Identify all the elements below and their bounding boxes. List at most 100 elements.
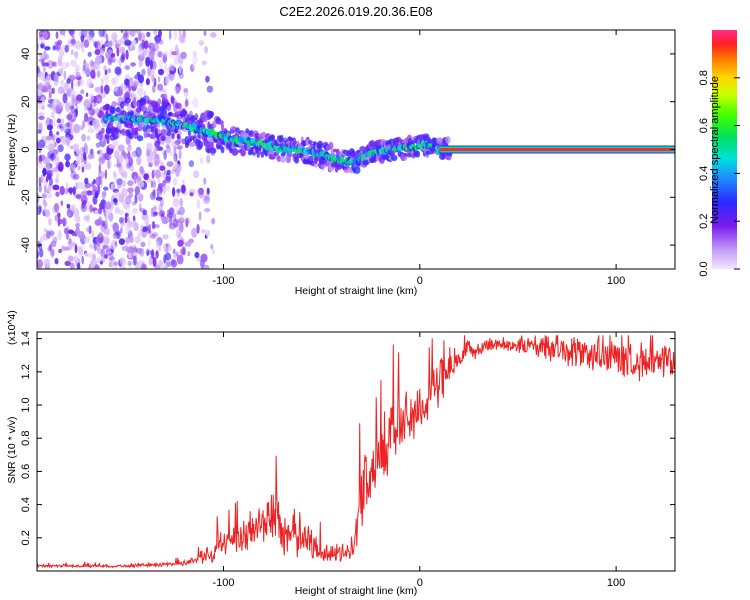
heatmap-ridge-halo <box>176 133 181 139</box>
heatmap-noise-cell <box>170 96 175 104</box>
heatmap-noise-cell <box>94 242 97 252</box>
heatmap-noise-cell <box>149 156 156 165</box>
heatmap-noise-cell <box>82 65 86 71</box>
heatmap-noise-cell <box>120 30 124 33</box>
heatmap-noise-cell <box>129 79 135 87</box>
heatmap-noise-cell <box>50 112 55 118</box>
heatmap-noise-cell <box>70 39 77 45</box>
heatmap-noise-cell <box>87 127 95 134</box>
heatmap-noise-cell <box>38 184 42 193</box>
heatmap-ridge-halo <box>232 150 237 154</box>
heatmap-noise-cell <box>140 241 146 247</box>
heatmap-ridge-halo <box>328 141 334 150</box>
heatmap-noise-cell <box>50 169 54 177</box>
heatmap-noise-cell <box>165 172 171 182</box>
heatmap-noise-cell <box>105 50 111 59</box>
heatmap-noise-cell <box>155 196 163 201</box>
heatmap-noise-cell <box>119 258 127 267</box>
heatmap-noise-cell <box>87 30 93 35</box>
heatmap-ridge-halo <box>161 135 166 142</box>
heatmap-noise-cell <box>87 51 92 58</box>
heatmap-noise-cell <box>137 236 143 245</box>
heatmap-noise-cell <box>60 62 68 70</box>
heatmap-noise-cell <box>68 255 74 263</box>
heatmap-noise-cell <box>110 239 118 250</box>
heatmap-noise-cell <box>97 131 103 141</box>
heatmap-noise-cell <box>90 69 96 79</box>
heatmap-ridge-halo <box>124 97 131 104</box>
heatmap-ridge-halo <box>194 114 199 119</box>
heatmap-noise-cell <box>86 135 91 141</box>
snr-xtick-label: 0 <box>417 577 423 589</box>
heatmap-noise-cell <box>96 256 104 262</box>
heatmap-noise-cell <box>144 218 150 225</box>
heatmap-noise-cell <box>155 240 160 248</box>
heatmap-noise-cell <box>200 262 204 269</box>
heatmap-noise-cell <box>147 49 151 55</box>
heatmap-noise-cell <box>37 66 40 74</box>
heatmap-noise-cell <box>47 246 52 252</box>
heatmap-noise-cell <box>100 49 104 57</box>
snr-ytick-label: 1.0 <box>20 397 32 412</box>
heatmap-noise-cell <box>52 61 58 68</box>
heatmap-ridge-halo <box>104 134 110 139</box>
heatmap-noise-cell <box>77 181 84 190</box>
heatmap-noise-cell <box>76 262 81 269</box>
heatmap-ridge-halo <box>167 112 174 117</box>
heatmap-noise-cell <box>73 255 79 263</box>
heatmap-noise-cell <box>104 213 108 221</box>
heatmap-noise-cell <box>69 262 75 269</box>
colorbar-tick-label: 0.8 <box>698 70 710 85</box>
heatmap-noise-cell <box>118 209 124 215</box>
heatmap-noise-cell <box>124 39 132 46</box>
heatmap-noise-cell <box>88 107 96 116</box>
heatmap-noise-cell <box>117 144 125 152</box>
heatmap-noise-cell <box>55 191 60 197</box>
heatmap-noise-cell <box>116 88 123 97</box>
heatmap-noise-cell <box>69 204 77 212</box>
heatmap-noise-cell <box>152 192 156 201</box>
heatmap-noise-cell <box>51 103 56 109</box>
heatmap-noise-cell <box>69 90 77 101</box>
colorbar-tick-label: 0.6 <box>698 118 710 133</box>
heatmap-noise-cell <box>146 142 153 153</box>
heatmap-noise-cell <box>84 162 92 171</box>
heatmap-noise-cell <box>104 247 111 255</box>
heatmap-noise-cell <box>64 81 69 91</box>
heatmap-noise-cell <box>75 223 80 228</box>
heatmap-noise-cell <box>176 145 183 150</box>
heatmap-noise-cell <box>39 248 44 258</box>
heatmap-noise-cell <box>181 184 186 194</box>
heatmap-noise-cell <box>95 132 99 139</box>
heatmap-noise-cell <box>138 260 142 269</box>
heatmap-noise-cell <box>122 32 129 40</box>
heatmap-noise-cell <box>45 187 52 193</box>
heatmap-noise-cell <box>112 170 116 178</box>
heatmap-noise-cell <box>44 46 51 51</box>
heatmap-noise-cell <box>164 89 168 100</box>
heatmap-noise-cell <box>138 193 144 202</box>
heatmap-noise-cell <box>37 112 45 117</box>
heatmap-noise-cell <box>118 162 122 171</box>
heatmap-noise-cell <box>51 61 57 67</box>
heatmap-noise-cell <box>120 54 125 63</box>
heatmap-noise-cell <box>164 252 172 261</box>
heatmap-noise-cell <box>145 78 150 86</box>
heatmap-noise-cell <box>54 258 59 265</box>
heatmap-noise-cell <box>55 41 61 52</box>
heatmap-noise-cell <box>70 99 77 106</box>
heatmap-noise-cell <box>164 62 167 73</box>
colorbar-tick-label: 0.0 <box>698 261 710 276</box>
heatmap-noise-cell <box>198 211 202 221</box>
heatmap-noise-cell <box>75 105 79 115</box>
heatmap-xtick-label: 100 <box>607 275 625 287</box>
heatmap-noise-cell <box>175 49 181 59</box>
heatmap-noise-cell <box>126 207 132 216</box>
heatmap-noise-cell <box>51 157 56 162</box>
heatmap-noise-cell <box>107 68 112 74</box>
heatmap-ridge-halo <box>188 142 196 147</box>
heatmap-noise-cell <box>201 60 207 66</box>
heatmap-noise-cell <box>51 88 54 94</box>
